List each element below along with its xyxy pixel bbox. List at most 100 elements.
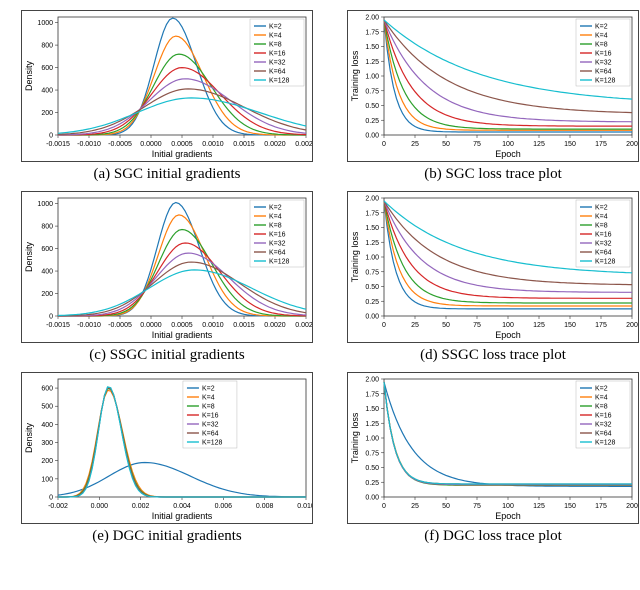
ytick-label: 1.25 (365, 421, 379, 428)
ytick-label: 0.50 (365, 103, 379, 110)
legend-item: K=2 (595, 205, 608, 212)
xtick-label: 200 (626, 503, 638, 510)
xtick-label: 25 (411, 503, 419, 510)
legend-item: K=128 (595, 259, 616, 266)
ytick-label: 0.00 (365, 495, 379, 502)
legend-item: K=32 (595, 422, 612, 429)
panel-e: -0.0020.0000.0020.0040.0060.0080.0100100… (10, 372, 324, 545)
caption-a: (a) SGC initial gradients (93, 166, 240, 183)
ytick-label: 200 (41, 458, 53, 465)
ytick-label: 0.75 (365, 450, 379, 457)
ytick-label: 1.75 (365, 29, 379, 36)
legend-item: K=64 (595, 431, 612, 438)
series-K2 (58, 463, 306, 497)
xtick-label: 100 (502, 503, 514, 510)
xtick-label: -0.0010 (77, 322, 101, 329)
ytick-label: 100 (41, 476, 53, 483)
xtick-label: 200 (626, 141, 638, 148)
ytick-label: 0 (49, 314, 53, 321)
legend-item: K=32 (595, 60, 612, 67)
xtick-label: 125 (533, 322, 545, 329)
xtick-label: 75 (473, 503, 481, 510)
ytick-label: 1.50 (365, 44, 379, 51)
xtick-label: 75 (473, 322, 481, 329)
ytick-label: 1000 (37, 201, 53, 208)
ytick-label: 1.00 (365, 74, 379, 81)
xtick-label: 25 (411, 322, 419, 329)
ylabel: Training loss (350, 412, 360, 463)
legend-item: K=32 (595, 241, 612, 248)
xtick-label: 0.004 (173, 503, 191, 510)
xtick-label: -0.0015 (46, 322, 70, 329)
panel-b: 02550751001251501752000.000.250.500.751.… (336, 10, 640, 183)
ylabel: Training loss (350, 50, 360, 101)
chart-a: -0.0015-0.0010-0.00050.00000.00050.00100… (21, 10, 313, 162)
legend-item: K=16 (595, 413, 612, 420)
ytick-label: 500 (41, 404, 53, 411)
xlabel: Initial gradients (152, 149, 213, 159)
legend-item: K=16 (269, 51, 286, 58)
legend-item: K=4 (202, 395, 215, 402)
ytick-label: 1000 (37, 20, 53, 27)
xtick-label: 0.0025 (295, 141, 313, 148)
ytick-label: 0.25 (365, 118, 379, 125)
xtick-label: 0.0010 (202, 141, 224, 148)
ytick-label: 1.50 (365, 406, 379, 413)
panel-c: -0.0015-0.0010-0.00050.00000.00050.00100… (10, 191, 324, 364)
ytick-label: 0 (49, 133, 53, 140)
legend-item: K=8 (595, 42, 608, 49)
chart-d: 02550751001251501752000.000.250.500.751.… (347, 191, 639, 343)
xtick-label: 150 (564, 141, 576, 148)
xtick-label: -0.002 (48, 503, 68, 510)
legend-item: K=4 (269, 214, 282, 221)
xtick-label: 50 (442, 322, 450, 329)
legend-item: K=2 (595, 386, 608, 393)
legend-item: K=2 (202, 386, 215, 393)
xlabel: Initial gradients (152, 330, 213, 340)
legend-item: K=4 (269, 33, 282, 40)
legend-item: K=4 (595, 214, 608, 221)
xtick-label: 75 (473, 141, 481, 148)
ytick-label: 200 (41, 291, 53, 298)
ytick-label: 0.75 (365, 269, 379, 276)
chart-f: 02550751001251501752000.000.250.500.751.… (347, 372, 639, 524)
series-K64 (58, 262, 306, 316)
xtick-label: 0.0000 (140, 141, 162, 148)
xtick-label: -0.0015 (46, 141, 70, 148)
xtick-label: 0.006 (215, 503, 233, 510)
caption-d: (d) SSGC loss trace plot (420, 347, 566, 364)
legend-item: K=32 (269, 241, 286, 248)
ytick-label: 1.00 (365, 255, 379, 262)
xtick-label: 0.008 (256, 503, 274, 510)
ytick-label: 300 (41, 440, 53, 447)
ytick-label: 0 (49, 495, 53, 502)
xtick-label: 0.0015 (233, 141, 255, 148)
ylabel: Density (24, 422, 34, 453)
ytick-label: 1.50 (365, 225, 379, 232)
ylabel: Density (24, 241, 34, 272)
chart-b: 02550751001251501752000.000.250.500.751.… (347, 10, 639, 162)
legend-item: K=8 (595, 223, 608, 230)
ytick-label: 0.25 (365, 299, 379, 306)
legend-item: K=64 (595, 69, 612, 76)
caption-c: (c) SSGC initial gradients (89, 347, 244, 364)
xtick-label: -0.0010 (77, 141, 101, 148)
caption-f: (f) DGC loss trace plot (424, 528, 561, 545)
ytick-label: 600 (41, 65, 53, 72)
xtick-label: 150 (564, 503, 576, 510)
xtick-label: 125 (533, 141, 545, 148)
xtick-label: 100 (502, 322, 514, 329)
legend-item: K=16 (269, 232, 286, 239)
series-K128 (58, 270, 306, 316)
xtick-label: 0.0025 (295, 322, 313, 329)
xtick-label: 0 (382, 503, 386, 510)
caption-e: (e) DGC initial gradients (92, 528, 242, 545)
legend-item: K=64 (595, 250, 612, 257)
ytick-label: 1.00 (365, 436, 379, 443)
ytick-label: 1.75 (365, 391, 379, 398)
xtick-label: 0.010 (297, 503, 313, 510)
ytick-label: 800 (41, 224, 53, 231)
ytick-label: 600 (41, 386, 53, 393)
xtick-label: 50 (442, 503, 450, 510)
xtick-label: 0.0000 (140, 322, 162, 329)
